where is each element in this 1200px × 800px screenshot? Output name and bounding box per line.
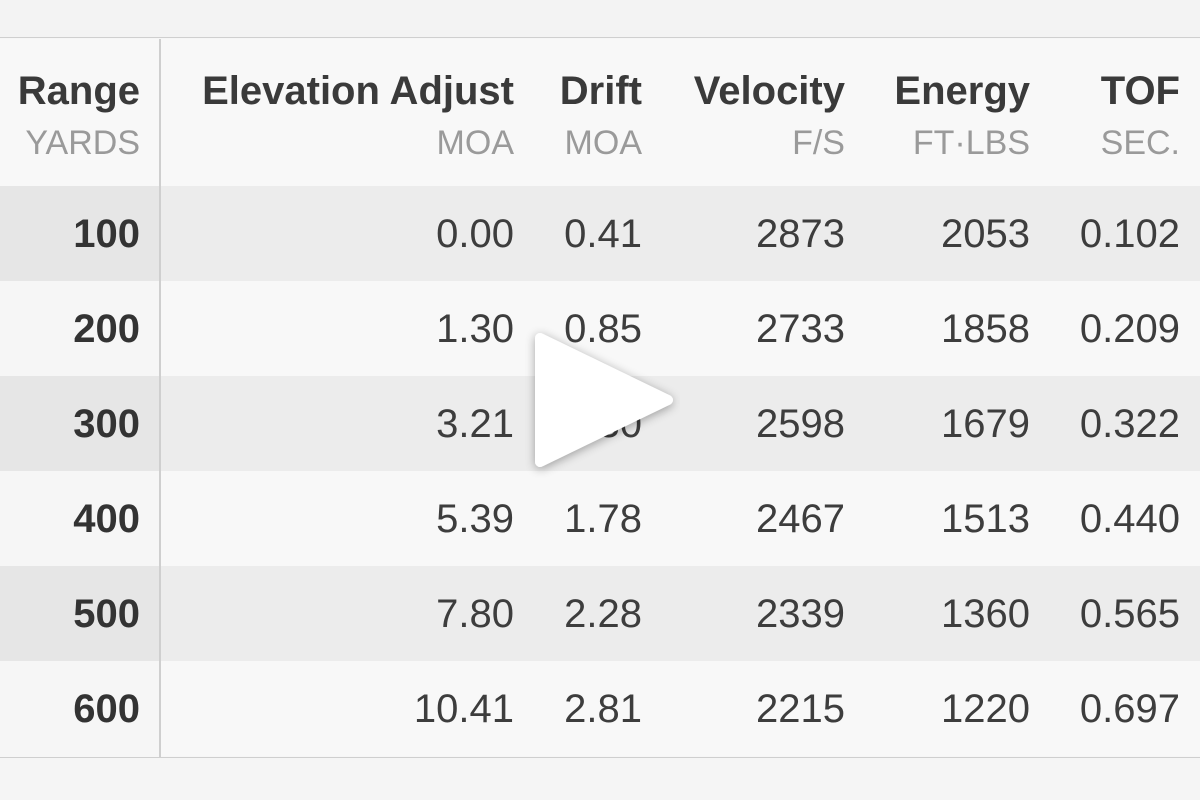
- cell-energy: 1513: [941, 497, 1030, 541]
- play-icon: [535, 333, 673, 467]
- header-drift: Drift: [559, 69, 642, 113]
- ballistics-table: Range YARDS Elevation Adjust MOA Drift M…: [0, 39, 1200, 756]
- cell-tof: 0.209: [1079, 307, 1180, 351]
- table-row: 600 10.41 2.81 2215 1220 0.697: [0, 661, 1200, 756]
- table-row: 400 5.39 1.78 2467 1513 0.440: [0, 471, 1200, 566]
- cell-energy: 1360: [941, 592, 1030, 636]
- table-header: Range YARDS Elevation Adjust MOA Drift M…: [0, 39, 1200, 186]
- cell-tof: 0.565: [1079, 592, 1180, 636]
- header-elevation-unit: MOA: [436, 124, 514, 162]
- cell-velocity: 2215: [756, 687, 845, 731]
- cell-elevation: 10.41: [413, 687, 514, 731]
- play-button[interactable]: [520, 320, 680, 480]
- cell-range: 400: [73, 497, 140, 541]
- header-tof-unit: SEC.: [1100, 124, 1180, 162]
- cell-range: 200: [73, 307, 140, 351]
- bottom-bar: [0, 757, 1200, 800]
- cell-elevation: 5.39: [436, 497, 514, 541]
- header-energy: Energy: [894, 69, 1030, 113]
- cell-energy: 1679: [941, 402, 1030, 446]
- cell-energy: 1220: [941, 687, 1030, 731]
- header-velocity-unit: F/S: [792, 124, 845, 162]
- cell-tof: 0.322: [1079, 402, 1180, 446]
- cell-drift: 0.41: [564, 212, 642, 256]
- header-velocity: Velocity: [693, 69, 845, 113]
- cell-range: 100: [73, 212, 140, 256]
- header-range-unit: YARDS: [25, 124, 140, 162]
- cell-range: 500: [73, 592, 140, 636]
- cell-tof: 0.440: [1079, 497, 1180, 541]
- cell-elevation: 1.30: [436, 307, 514, 351]
- cell-energy: 1858: [941, 307, 1030, 351]
- cell-range: 300: [73, 402, 140, 446]
- cell-range: 600: [73, 687, 140, 731]
- table-row: 100 0.00 0.41 2873 2053 0.102: [0, 186, 1200, 281]
- header-range: Range: [17, 69, 140, 113]
- cell-drift: 0.85: [564, 307, 642, 351]
- cell-tof: 0.102: [1079, 212, 1180, 256]
- top-bar: [0, 0, 1200, 38]
- table-row: 500 7.80 2.28 2339 1360 0.565: [0, 566, 1200, 661]
- cell-elevation: 3.21: [436, 402, 514, 446]
- cell-elevation: 7.80: [436, 592, 514, 636]
- cell-elevation: 0.00: [436, 212, 514, 256]
- column-divider: [159, 39, 161, 757]
- cell-drift: 2.81: [564, 687, 642, 731]
- header-tof: TOF: [1100, 69, 1180, 113]
- cell-energy: 2053: [941, 212, 1030, 256]
- header-elevation: Elevation Adjust: [202, 69, 514, 113]
- cell-drift: 2.28: [564, 592, 642, 636]
- table-row: 200 1.30 0.85 2733 1858 0.209: [0, 281, 1200, 376]
- cell-velocity: 2873: [756, 212, 845, 256]
- cell-tof: 0.697: [1079, 687, 1180, 731]
- cell-velocity: 2339: [756, 592, 845, 636]
- header-drift-unit: MOA: [564, 124, 642, 162]
- cell-drift: 1.78: [564, 497, 642, 541]
- cell-velocity: 2733: [756, 307, 845, 351]
- cell-velocity: 2598: [756, 402, 845, 446]
- cell-velocity: 2467: [756, 497, 845, 541]
- header-energy-unit: FT·LBS: [912, 124, 1030, 162]
